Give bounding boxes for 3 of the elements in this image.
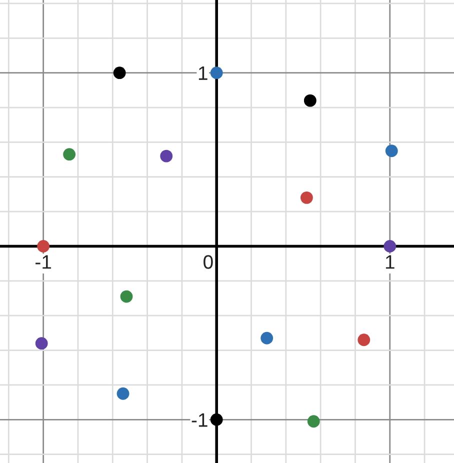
x-tick-label: 1 xyxy=(386,255,394,269)
x-tick-label: 0 xyxy=(204,255,213,269)
x-tick-label: -1 xyxy=(36,255,52,269)
